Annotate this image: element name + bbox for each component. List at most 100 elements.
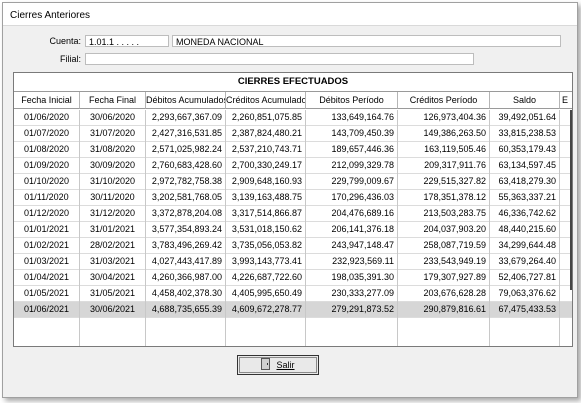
table-cell: 258,087,719.59 [398, 238, 490, 254]
filial-field[interactable] [85, 53, 474, 65]
table-row[interactable]: 01/06/2020 30/06/2020 2,293,667,367.09 2,26… [14, 110, 572, 126]
header-saldo[interactable]: Saldo [490, 92, 560, 109]
table-cell: 2,909,648,160.93 [226, 174, 306, 190]
table-cell: 4,405,995,650.49 [226, 286, 306, 302]
column-divider [559, 318, 560, 346]
table-row[interactable]: 01/11/2020 30/11/2020 3,202,581,768.05 3,13… [14, 190, 572, 206]
table-cell: 31/05/2021 [80, 286, 146, 302]
table-row[interactable]: 01/05/2021 31/05/2021 4,458,402,378.30 4,40… [14, 286, 572, 302]
table-cell: 170,296,436.03 [306, 190, 398, 206]
column-divider [225, 318, 226, 346]
cuenta-code-field[interactable]: 1.01.1 . . . . . [85, 35, 169, 47]
table-cell: 01/04/2021 [14, 270, 80, 286]
table-cell: 204,037,903.20 [398, 222, 490, 238]
table-cell: 39,492,051.64 [490, 110, 560, 126]
table-cell: 67,475,433.53 [490, 302, 560, 318]
table-cell: 3,202,581,768.05 [146, 190, 226, 206]
table-cell: 279,291,873.52 [306, 302, 398, 318]
table-cell: 55,363,337.21 [490, 190, 560, 206]
table-cell: 33,815,238.53 [490, 126, 560, 142]
table-cell: 46,336,742.62 [490, 206, 560, 222]
table-cell: 30/06/2020 [80, 110, 146, 126]
table-cell: 229,799,009.67 [306, 174, 398, 190]
table-row[interactable]: 01/07/2020 31/07/2020 2,427,316,531.85 2,38… [14, 126, 572, 142]
table-row[interactable]: 01/03/2021 31/03/2021 4,027,443,417.89 3,99… [14, 254, 572, 270]
table-cell: 52,406,727.81 [490, 270, 560, 286]
grid-rows: 01/06/2020 30/06/2020 2,293,667,367.09 2,26… [14, 110, 572, 346]
table-cell: 63,418,279.30 [490, 174, 560, 190]
header-creditos-acumulados[interactable]: Créditos Acumulados [226, 92, 306, 109]
table-cell: 30/04/2021 [80, 270, 146, 286]
table-row[interactable]: 01/06/2021 30/06/2021 4,688,735,655.39 4,60… [14, 302, 572, 318]
table-cell: 189,657,446.36 [306, 142, 398, 158]
table-cell: 31/10/2020 [80, 174, 146, 190]
table-cell: 2,760,683,428.60 [146, 158, 226, 174]
table-cell: 01/11/2020 [14, 190, 80, 206]
window-title: Cierres Anteriores [10, 10, 91, 21]
table-cell: 2,537,210,743.71 [226, 142, 306, 158]
cuenta-label: Cuenta: [49, 36, 81, 46]
table-cell: 3,577,354,893.24 [146, 222, 226, 238]
table-cell: 01/12/2020 [14, 206, 80, 222]
column-divider [145, 318, 146, 346]
header-creditos-periodo[interactable]: Créditos Período [398, 92, 490, 109]
table-cell: 230,333,277.09 [306, 286, 398, 302]
table-row[interactable]: 01/01/2021 31/01/2021 3,577,354,893.24 3,53… [14, 222, 572, 238]
table-cell: 01/05/2021 [14, 286, 80, 302]
cuenta-name-field[interactable]: MONEDA NACIONAL [172, 35, 561, 47]
table-cell: 01/02/2021 [14, 238, 80, 254]
table-row[interactable]: 01/02/2021 28/02/2021 3,783,496,269.42 3,73… [14, 238, 572, 254]
table-cell: 213,503,283.75 [398, 206, 490, 222]
table-cell: 4,226,687,722.60 [226, 270, 306, 286]
table-cell: 143,709,450.39 [306, 126, 398, 142]
table-cell: 3,993,143,773.41 [226, 254, 306, 270]
table-cell: 34,299,644.48 [490, 238, 560, 254]
table-row[interactable]: 01/04/2021 30/04/2021 4,260,366,987.00 4,22… [14, 270, 572, 286]
salir-label: Salir [276, 360, 295, 370]
table-cell: 3,531,018,150.62 [226, 222, 306, 238]
table-cell: 4,609,672,278.77 [226, 302, 306, 318]
table-cell: 33,679,264.40 [490, 254, 560, 270]
table-cell: 31/03/2021 [80, 254, 146, 270]
table-cell: 203,676,628.28 [398, 286, 490, 302]
table-cell: 3,139,163,488.75 [226, 190, 306, 206]
table-cell: 01/08/2020 [14, 142, 80, 158]
table-cell: 28/02/2021 [80, 238, 146, 254]
table-cell: 2,700,330,249.17 [226, 158, 306, 174]
table-cell: 2,387,824,480.21 [226, 126, 306, 142]
table-cell: 4,027,443,417.89 [146, 254, 226, 270]
salir-button[interactable]: Salir [237, 355, 319, 375]
table-cell: 243,947,148.47 [306, 238, 398, 254]
column-divider [489, 318, 490, 346]
table-cell: 126,973,404.36 [398, 110, 490, 126]
table-cell: 01/10/2020 [14, 174, 80, 190]
header-fecha-final[interactable]: Fecha Final [80, 92, 146, 109]
table-cell: 60,353,179.43 [490, 142, 560, 158]
table-cell: 01/03/2021 [14, 254, 80, 270]
table-cell: 163,119,505.46 [398, 142, 490, 158]
vertical-scrollbar[interactable] [570, 110, 572, 290]
table-cell: 30/06/2021 [80, 302, 146, 318]
table-cell: 3,317,514,866.87 [226, 206, 306, 222]
table-row[interactable]: 01/08/2020 31/08/2020 2,571,025,982.24 2,53… [14, 142, 572, 158]
table-row[interactable]: 01/12/2020 31/12/2020 3,372,878,204.08 3,31… [14, 206, 572, 222]
column-divider [397, 318, 398, 346]
table-cell: 2,972,782,758.38 [146, 174, 226, 190]
header-fecha-inicial[interactable]: Fecha Inicial [14, 92, 80, 109]
table-cell: 3,372,878,204.08 [146, 206, 226, 222]
table-cell: 212,099,329.78 [306, 158, 398, 174]
table-row[interactable]: 01/10/2020 31/10/2020 2,972,782,758.38 2,90… [14, 174, 572, 190]
filial-label: Filial: [59, 54, 81, 64]
table-cell: 01/01/2021 [14, 222, 80, 238]
table-cell: 290,879,816.61 [398, 302, 490, 318]
table-row[interactable]: 01/09/2020 30/09/2020 2,760,683,428.60 2,70… [14, 158, 572, 174]
header-debitos-periodo[interactable]: Débitos Período [306, 92, 398, 109]
table-cell: 2,260,851,075.85 [226, 110, 306, 126]
table-cell: 01/09/2020 [14, 158, 80, 174]
table-cell: 232,923,569.11 [306, 254, 398, 270]
table-cell: 63,134,597.45 [490, 158, 560, 174]
header-debitos-acumulados[interactable]: Débitos Acumulados [146, 92, 226, 109]
table-cell: 2,427,316,531.85 [146, 126, 226, 142]
table-cell: 01/06/2021 [14, 302, 80, 318]
header-extra-column[interactable]: E [560, 92, 572, 109]
